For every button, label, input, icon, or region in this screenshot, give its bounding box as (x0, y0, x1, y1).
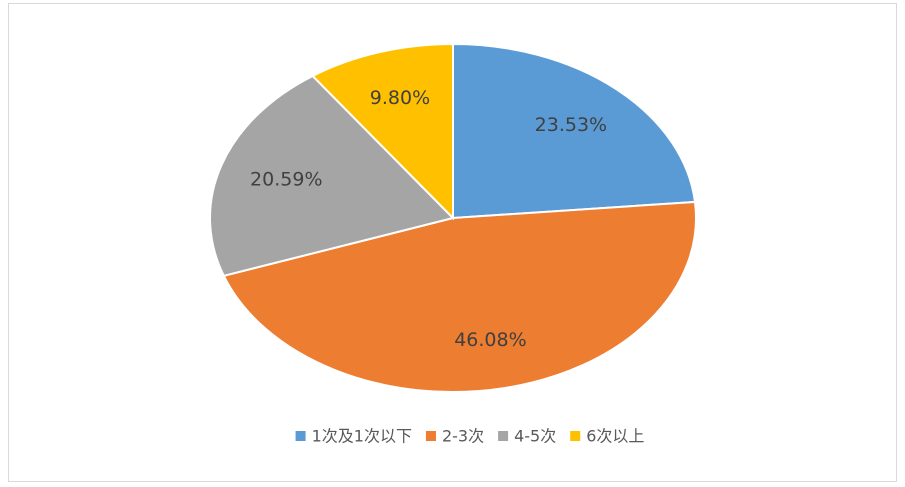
data-label: 9.80% (370, 87, 430, 109)
pie-slice (222, 200, 697, 393)
pie-slice (310, 42, 454, 221)
legend-label: 2-3次 (442, 427, 484, 446)
legend-label: 6次以上 (586, 427, 644, 446)
pie-slice (209, 74, 455, 277)
legend-label: 1次及1次以下 (312, 427, 412, 446)
legend-swatch (425, 431, 436, 441)
legend-swatch (570, 431, 581, 441)
pie-slice (452, 42, 697, 220)
data-label: 46.08% (454, 329, 526, 351)
legend-swatch (295, 431, 306, 441)
legend-swatch (498, 431, 509, 441)
legend-label: 4-5次 (514, 427, 556, 446)
data-label: 20.59% (250, 168, 322, 190)
data-label: 23.53% (535, 114, 607, 136)
